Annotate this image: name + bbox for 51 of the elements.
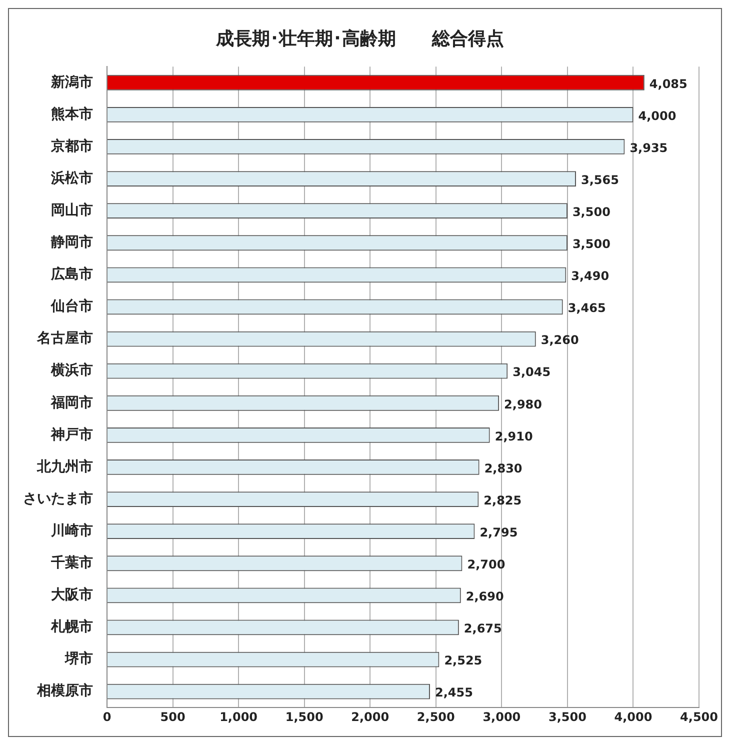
data-label: 2,825 <box>484 493 522 508</box>
y-tick-label: 広島市 <box>50 266 93 283</box>
data-label: 3,935 <box>630 140 668 155</box>
y-tick-label: 相模原市 <box>36 682 93 700</box>
data-label: 3,565 <box>581 172 619 187</box>
x-tick-label: 1,500 <box>285 710 324 724</box>
data-label: 3,465 <box>568 301 606 316</box>
y-tick-label: 川崎市 <box>50 522 93 539</box>
data-label: 3,500 <box>572 237 610 251</box>
y-tick-label: 福岡市 <box>50 394 93 411</box>
data-label: 2,830 <box>484 461 522 476</box>
chart-title: 成長期･壮年期･高齢期 総合得点 <box>215 28 504 50</box>
y-tick-label: 岡山市 <box>51 201 93 218</box>
y-tick-label: 千葉市 <box>50 554 93 572</box>
data-label: 3,500 <box>572 204 610 219</box>
x-tick-label: 1,000 <box>220 710 258 724</box>
x-tick-label: 2,500 <box>416 710 455 724</box>
y-tick-label: 北九州市 <box>36 458 93 475</box>
y-tick-label: 仙台市 <box>50 298 93 315</box>
x-tick-label: 0 <box>102 710 112 724</box>
x-tick-label: 2,000 <box>351 710 390 724</box>
y-tick-label: 静岡市 <box>50 234 93 251</box>
data-label: 2,700 <box>467 558 506 572</box>
data-label: 4,000 <box>638 108 676 123</box>
data-label: 2,455 <box>434 686 473 700</box>
x-tick-label: 4,000 <box>614 710 652 724</box>
data-label: 2,795 <box>480 525 518 540</box>
x-tick-label: 3,500 <box>548 710 586 724</box>
y-tick-label: 浜松市 <box>50 169 93 186</box>
data-label: 2,675 <box>464 622 502 636</box>
y-tick-label: 京都市 <box>50 137 93 154</box>
y-tick-label: 新潟市 <box>50 73 93 90</box>
x-tick-label: 4,500 <box>680 710 718 724</box>
data-label: 3,490 <box>571 269 610 284</box>
data-label: 3,045 <box>512 365 551 380</box>
data-label: 4,085 <box>649 76 688 91</box>
y-tick-label: 名古屋市 <box>36 330 93 347</box>
y-tick-label: 札幌市 <box>50 618 93 636</box>
x-tick-label: 3,000 <box>482 710 521 724</box>
data-label: 2,525 <box>444 654 482 668</box>
y-tick-label: さいたま市 <box>23 490 93 507</box>
y-tick-label: 横浜市 <box>50 362 93 379</box>
data-label: 2,980 <box>504 397 542 412</box>
y-tick-label: 堺市 <box>64 650 93 668</box>
y-tick-label: 神戸市 <box>50 426 93 443</box>
data-label: 2,690 <box>466 590 504 604</box>
data-label: 3,260 <box>540 333 579 348</box>
data-label: 2,910 <box>494 429 533 444</box>
y-tick-label: 熊本市 <box>51 105 93 122</box>
x-tick-label: 500 <box>160 710 186 724</box>
y-tick-label: 大阪市 <box>51 586 93 604</box>
